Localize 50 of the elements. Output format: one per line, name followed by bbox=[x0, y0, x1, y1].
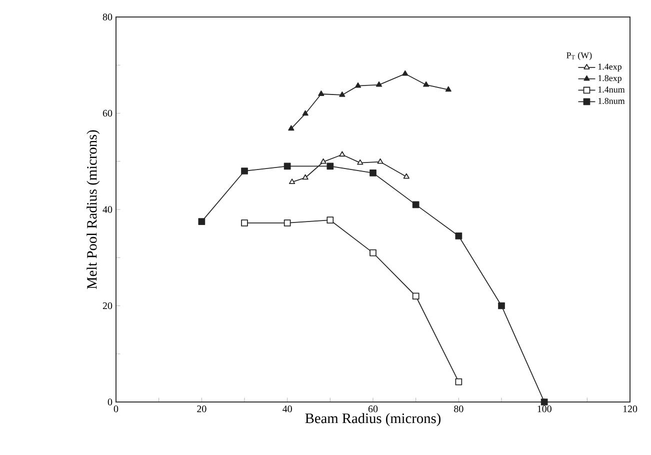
point bbox=[284, 220, 291, 226]
point bbox=[498, 302, 505, 310]
x-tick-label: 120 bbox=[623, 406, 638, 412]
y-tick-label: 0 bbox=[108, 398, 112, 406]
point bbox=[357, 159, 364, 165]
x-tick-label: 20 bbox=[197, 406, 206, 412]
legend-label: 1.8num bbox=[598, 98, 625, 104]
point bbox=[326, 162, 334, 170]
point bbox=[423, 81, 430, 87]
point bbox=[403, 173, 410, 179]
point bbox=[455, 232, 462, 240]
y-tick-label: 60 bbox=[102, 110, 112, 117]
point bbox=[284, 162, 291, 170]
x-tick-label: 100 bbox=[538, 406, 552, 412]
point bbox=[339, 92, 346, 97]
point bbox=[302, 174, 308, 180]
point bbox=[370, 169, 376, 176]
x-tick-label: 40 bbox=[282, 406, 292, 412]
legend-label: 1.4num bbox=[598, 86, 625, 93]
x-tick-label: 80 bbox=[454, 406, 464, 412]
point bbox=[302, 110, 308, 116]
point bbox=[354, 82, 362, 88]
y-axis-title: Melt Pool Radius (microns) bbox=[86, 130, 100, 289]
legend-label: 1.8exp bbox=[598, 75, 622, 83]
point bbox=[198, 218, 206, 225]
x-axis-title: Beam Radius (microns) bbox=[305, 413, 441, 426]
point bbox=[455, 378, 462, 386]
y-tick-label: 20 bbox=[102, 302, 112, 310]
point bbox=[288, 125, 294, 131]
legend-title: P$_{T}$ (W) bbox=[566, 52, 592, 60]
x-tick-label: 0 bbox=[114, 406, 118, 412]
point bbox=[412, 292, 420, 300]
point bbox=[241, 220, 248, 226]
point bbox=[241, 168, 248, 174]
point bbox=[339, 151, 346, 157]
x-tick-label: 60 bbox=[368, 406, 378, 412]
y-tick-label: 40 bbox=[102, 206, 112, 213]
point bbox=[402, 70, 408, 76]
point bbox=[318, 90, 324, 96]
point bbox=[445, 86, 452, 92]
point bbox=[377, 158, 384, 164]
legend-label: 1.4exp bbox=[598, 64, 622, 72]
point bbox=[540, 398, 548, 406]
point bbox=[320, 158, 326, 164]
point bbox=[376, 81, 382, 87]
y-tick-label: 80 bbox=[102, 14, 112, 20]
point bbox=[289, 178, 296, 184]
point bbox=[326, 216, 334, 224]
point bbox=[370, 249, 376, 256]
point bbox=[412, 201, 420, 208]
